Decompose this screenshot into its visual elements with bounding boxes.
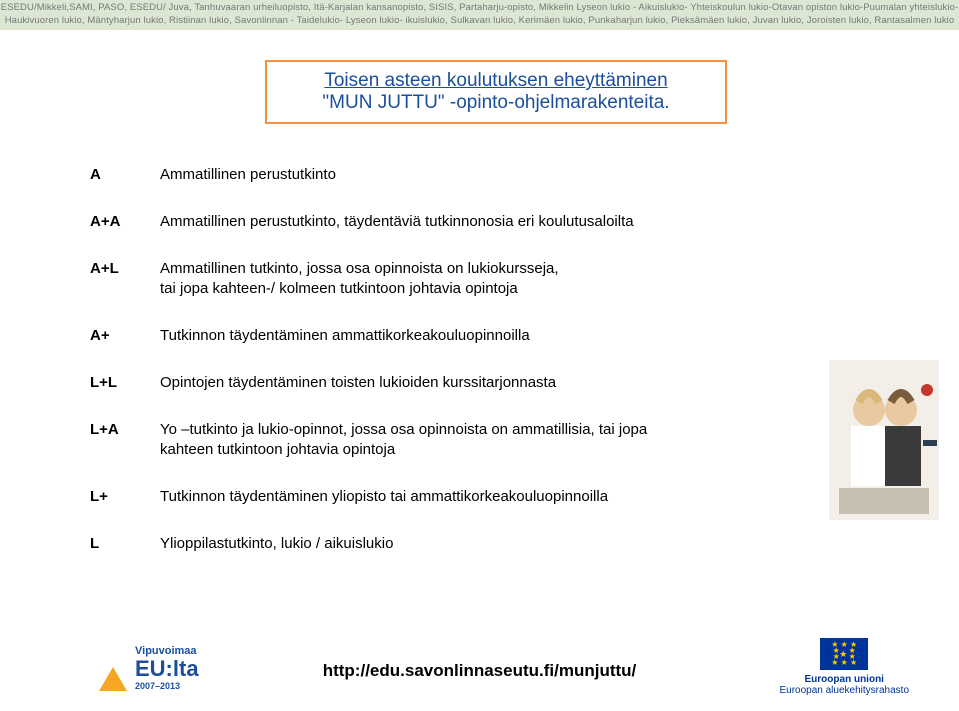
title-line1: Toisen asteen koulutuksen eheyttäminen <box>281 70 711 92</box>
title-line2: "MUN JUTTU" -opinto-ohjelmarakenteita. <box>281 92 711 114</box>
def-key: A <box>90 165 160 185</box>
eu-logo-box: ★ ★ ★★ ★★ ★★ ★ ★ Euroopan unioni Euroopa… <box>779 638 909 696</box>
def-key: A+ <box>90 326 160 346</box>
def-value: Tutkinnon täydentäminen yliopisto tai am… <box>160 487 860 507</box>
def-value: Tutkinnon täydentäminen ammattikorkeakou… <box>160 326 860 346</box>
header-institutions: ESEDU/Mikkeli,SAMI, PASO, ESEDU/ Juva, T… <box>0 1 959 27</box>
def-row: A+A Ammatillinen perustutkinto, täydentä… <box>90 212 860 232</box>
def-value: Ammatillinen perustutkinto, täydentäviä … <box>160 212 860 232</box>
decorative-photo <box>829 360 939 520</box>
def-row: L+ Tutkinnon täydentäminen yliopisto tai… <box>90 487 860 507</box>
header-line1: ESEDU/Mikkeli,SAMI, PASO, ESEDU/ Juva, T… <box>1 2 959 13</box>
def-row: L Ylioppilastutkinto, lukio / aikuisluki… <box>90 534 860 554</box>
def-key: L+L <box>90 373 160 393</box>
slide-page: ESEDU/Mikkeli,SAMI, PASO, ESEDU/ Juva, T… <box>0 0 959 711</box>
def-row: A Ammatillinen perustutkinto <box>90 165 860 185</box>
def-row: L+A Yo –tutkinto ja lukio-opinnot, jossa… <box>90 420 860 460</box>
def-key: A+L <box>90 259 160 299</box>
def-key: L <box>90 534 160 554</box>
def-value: Ammatillinen perustutkinto <box>160 165 860 185</box>
title-box: Toisen asteen koulutuksen eheyttäminen "… <box>265 60 727 124</box>
def-row: A+ Tutkinnon täydentäminen ammattikorkea… <box>90 326 860 346</box>
def-row: A+L Ammatillinen tutkinto, jossa osa opi… <box>90 259 860 299</box>
def-value: Ylioppilastutkinto, lukio / aikuislukio <box>160 534 860 554</box>
def-value: Ammatillinen tutkinto, jossa osa opinnoi… <box>160 259 860 299</box>
def-row: L+L Opintojen täydentäminen toisten luki… <box>90 373 860 393</box>
vipu-years: 2007–2013 <box>135 680 180 693</box>
def-value: Yo –tutkinto ja lukio-opinnot, jossa osa… <box>160 420 860 460</box>
eu-flag-icon: ★ ★ ★★ ★★ ★★ ★ ★ <box>820 638 868 670</box>
eu-line1: Euroopan unioni <box>779 674 909 685</box>
def-value: Opintojen täydentäminen toisten lukioide… <box>160 373 860 393</box>
eu-line2: Euroopan aluekehitysrahasto <box>779 685 909 696</box>
header-line2: Haukivuoren lukio, Mäntyharjun lukio, Ri… <box>5 15 955 26</box>
def-key: A+A <box>90 212 160 232</box>
def-key: L+ <box>90 487 160 507</box>
def-key: L+A <box>90 420 160 460</box>
definitions-list: A Ammatillinen perustutkinto A+A Ammatil… <box>90 165 860 581</box>
